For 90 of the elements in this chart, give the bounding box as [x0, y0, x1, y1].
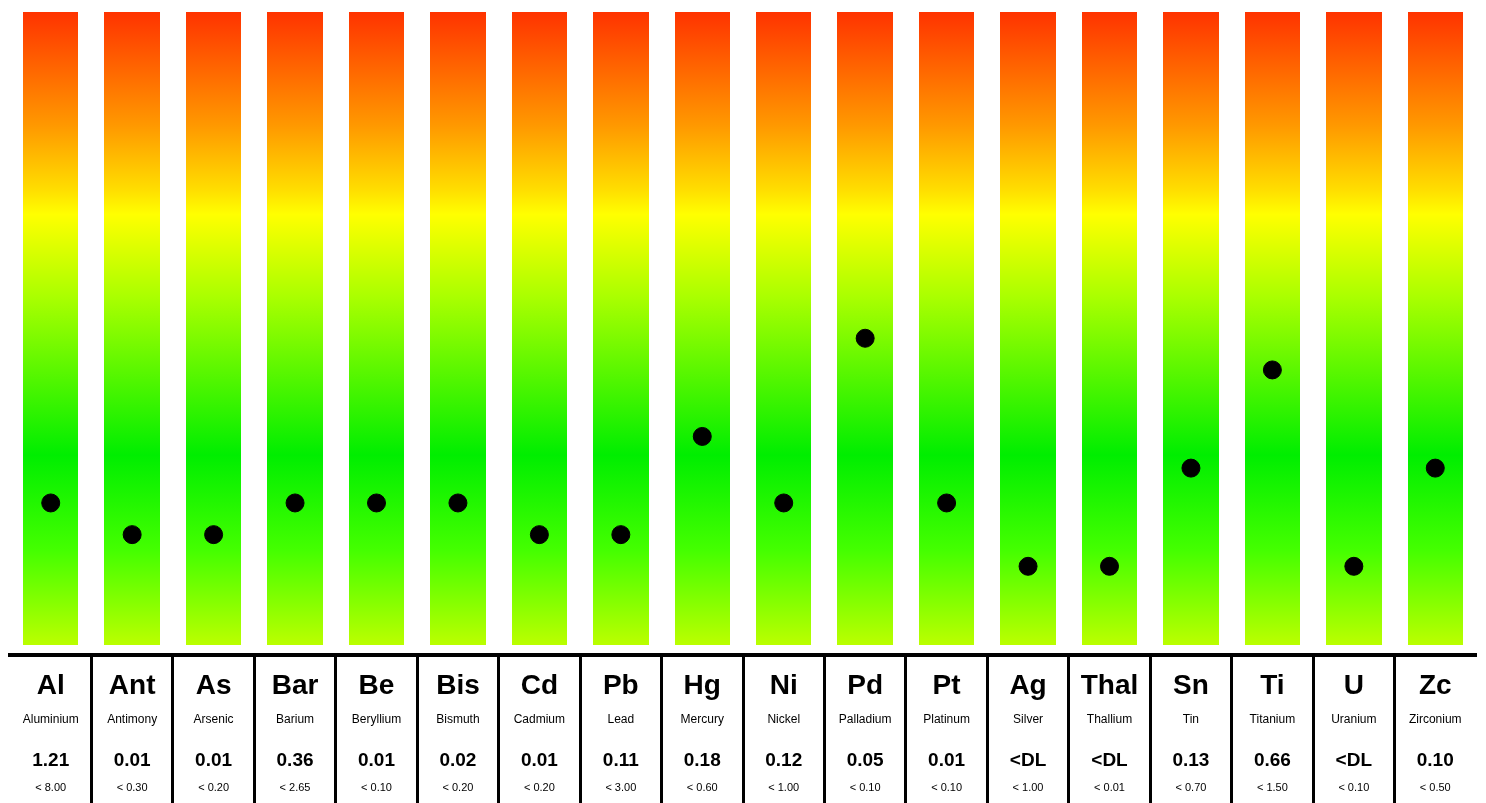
x-tick-label: U: [1343, 668, 1364, 700]
text: Lead: [607, 712, 635, 726]
text: Platinum: [923, 712, 970, 726]
text: Bismuth: [436, 712, 480, 726]
text: < 0.10: [1338, 781, 1370, 793]
text: < 0.60: [686, 781, 718, 793]
x-tick-label: Ni: [769, 668, 798, 700]
x-tick-label: Cd: [520, 668, 559, 700]
point: [1100, 556, 1119, 576]
text: < 1.00: [768, 781, 800, 793]
text: Mercury: [680, 712, 724, 726]
x-tick-label: Thal: [1080, 668, 1139, 700]
text: < 2.65: [279, 781, 311, 793]
text: < 3.00: [605, 781, 637, 793]
point: [692, 426, 712, 446]
text: Titanium: [1249, 712, 1296, 726]
text: < 1.50: [1256, 781, 1288, 793]
text: 0.13: [1172, 749, 1210, 771]
text: < 0.50: [1419, 781, 1451, 793]
point: [529, 525, 549, 545]
x-tick-label: Be: [358, 668, 395, 700]
text: < 8.00: [35, 781, 67, 793]
text: 0.01: [358, 749, 395, 771]
point: [1018, 556, 1038, 576]
text: Antimony: [107, 712, 158, 726]
text: Tin: [1182, 712, 1200, 726]
text: <DL: [1091, 749, 1128, 771]
x-tick-label: Ant: [108, 668, 156, 700]
text: Palladium: [838, 712, 892, 726]
point: [937, 493, 957, 513]
x-tick-label: Pt: [932, 668, 961, 700]
text: < 0.30: [116, 781, 148, 793]
text: <DL: [1335, 749, 1373, 771]
point: [611, 525, 631, 545]
text: 0.18: [683, 749, 721, 771]
point: [448, 493, 468, 513]
text: Zirconium: [1408, 712, 1462, 726]
text: < 0.20: [198, 781, 230, 793]
x-tick-label: Ag: [1009, 668, 1047, 700]
point: [41, 493, 61, 513]
text: Arsenic: [193, 712, 234, 726]
text: Aluminium: [22, 712, 79, 726]
x-tick-label: Bar: [271, 668, 319, 700]
text: 1.21: [32, 749, 70, 771]
point: [285, 493, 305, 513]
point: [774, 493, 794, 513]
text: Thallium: [1086, 712, 1133, 726]
point: [855, 328, 875, 348]
x-tick-label: As: [195, 668, 232, 700]
text: 0.05: [846, 749, 884, 771]
text: Silver: [1013, 712, 1044, 726]
x-tick-label: Bis: [436, 668, 480, 700]
text: Beryllium: [351, 712, 402, 726]
point: [1262, 360, 1282, 380]
text: < 0.70: [1175, 781, 1207, 793]
text: Barium: [276, 712, 315, 726]
point: [1181, 458, 1201, 478]
text: 0.02: [439, 749, 477, 771]
text: Nickel: [767, 712, 801, 726]
text: < 0.10: [931, 781, 963, 793]
x-tick-label: Ti: [1260, 668, 1285, 700]
text: 0.12: [765, 749, 803, 771]
text: 0.11: [602, 749, 639, 771]
point: [204, 525, 224, 545]
text: < 0.01: [1094, 781, 1125, 793]
x-tick-label: Pb: [602, 668, 639, 700]
x-tick-label: Al: [36, 668, 65, 700]
point: [1344, 556, 1364, 576]
x-tick-label: Zc: [1418, 668, 1452, 700]
text: < 0.10: [849, 781, 881, 793]
point: [1425, 458, 1445, 478]
text: 0.10: [1416, 749, 1454, 771]
text: 0.66: [1253, 749, 1291, 771]
point: [367, 493, 386, 513]
text: < 1.00: [1012, 781, 1044, 793]
point: [122, 525, 142, 545]
x-tick-label: Hg: [683, 668, 721, 700]
text: 0.01: [928, 749, 966, 771]
text: < 0.20: [523, 781, 555, 793]
text: Uranium: [1331, 712, 1377, 726]
x-tick-label: Sn: [1173, 668, 1209, 700]
text: 0.01: [195, 749, 233, 771]
text: 0.01: [520, 749, 558, 771]
text: Cadmium: [513, 712, 566, 726]
text: <DL: [1009, 749, 1047, 771]
x-tick-label: Pd: [847, 668, 884, 700]
text: 0.01: [113, 749, 151, 771]
text: 0.36: [276, 749, 314, 771]
text: < 0.10: [361, 781, 392, 793]
text: < 0.20: [442, 781, 474, 793]
